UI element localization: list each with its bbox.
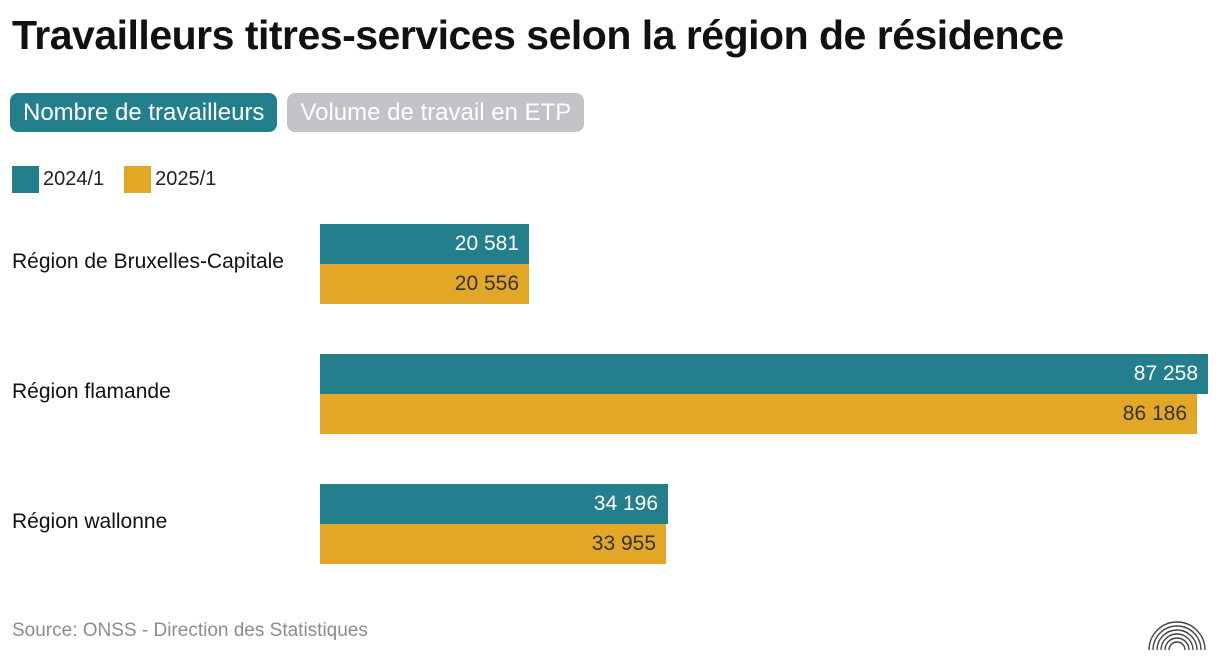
bar-2025-1: 20 556	[320, 264, 529, 304]
legend-item-2025: 2025/1	[124, 166, 216, 193]
legend-label-2025: 2025/1	[155, 168, 217, 190]
category-label: Région de Bruxelles-Capitale	[12, 250, 284, 273]
legend-item-2024: 2024/1	[12, 166, 104, 193]
category-label: Région flamande	[12, 380, 171, 403]
bar-value-label: 86 186	[1122, 402, 1187, 425]
logo-icon	[1148, 621, 1206, 651]
category-label: Région wallonne	[12, 510, 168, 533]
bar-value-label: 20 581	[454, 232, 519, 255]
legend-swatch-2025	[124, 166, 152, 193]
legend-label-2024: 2024/1	[43, 168, 105, 190]
chart-legend: 2024/1 2025/1	[12, 166, 236, 193]
bar-value-label: 33 955	[591, 532, 656, 555]
bar-value-label: 34 196	[593, 492, 658, 515]
source-note: Source: ONSS - Direction des Statistique…	[12, 620, 368, 641]
bar-2025-1: 86 186	[320, 394, 1197, 434]
bar-2024-1: 87 258	[320, 354, 1208, 394]
bar-2024-1: 20 581	[320, 224, 529, 264]
bar-value-label: 87 258	[1133, 362, 1198, 385]
bar-2025-1: 33 955	[320, 524, 666, 564]
tab-workers-count[interactable]: Nombre de travailleurs	[10, 93, 278, 132]
page-title: Travailleurs titres-services selon la ré…	[12, 12, 1064, 58]
tab-fte-volume[interactable]: Volume de travail en ETP	[287, 93, 585, 132]
bar-2024-1: 34 196	[320, 484, 668, 524]
view-tabs: Nombre de travailleurs Volume de travail…	[10, 93, 585, 132]
legend-swatch-2024	[12, 166, 39, 193]
bar-value-label: 20 556	[454, 272, 519, 295]
